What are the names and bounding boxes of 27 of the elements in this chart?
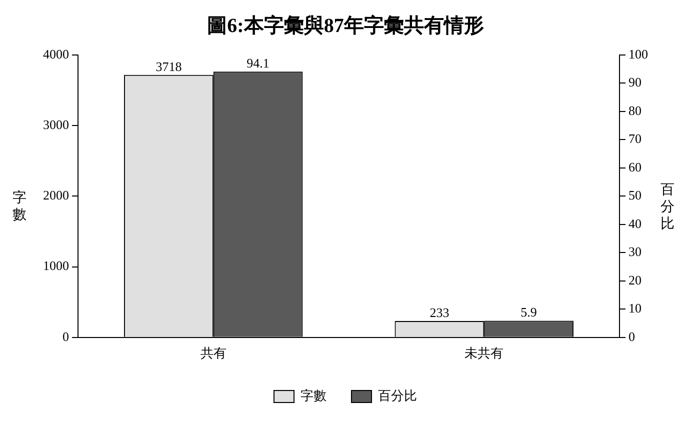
chart-title: 圖6:本字彙與87年字彙共有情形 [206, 14, 485, 39]
legend-label: 百分比 [378, 388, 417, 403]
y-tick-label: 3000 [43, 117, 69, 132]
x-tick-label: 共有 [200, 346, 226, 361]
y-axis-title: 字數 [12, 190, 27, 224]
y2-axis-title: 百分比 [660, 182, 675, 233]
data-label: 233 [430, 304, 450, 320]
y-tick-label: 4000 [43, 46, 69, 62]
legend-label: 字數 [300, 388, 326, 403]
y2-tick-label: 30 [628, 244, 642, 260]
y2-tick-label: 80 [628, 102, 642, 118]
data-label: 5.9 [520, 304, 537, 320]
x-tick-label: 未共有 [464, 346, 504, 361]
y2-tick-label: 20 [628, 272, 642, 288]
data-label: 94.1 [246, 56, 270, 71]
y2-tick-label: 70 [628, 131, 642, 146]
y-tick-label: 1000 [43, 258, 69, 274]
y2-tick-label: 90 [628, 74, 642, 90]
y-tick-label: 2000 [43, 188, 69, 203]
y2-tick-label: 10 [628, 300, 642, 316]
y2-tick-label: 100 [628, 46, 648, 62]
y-tick-label: 0 [62, 328, 69, 344]
y2-tick-label: 60 [628, 159, 642, 174]
y2-tick-label: 0 [628, 328, 635, 344]
y2-tick-label: 40 [628, 216, 642, 231]
data-label: 3718 [156, 58, 182, 74]
y2-tick-label: 50 [628, 188, 642, 203]
